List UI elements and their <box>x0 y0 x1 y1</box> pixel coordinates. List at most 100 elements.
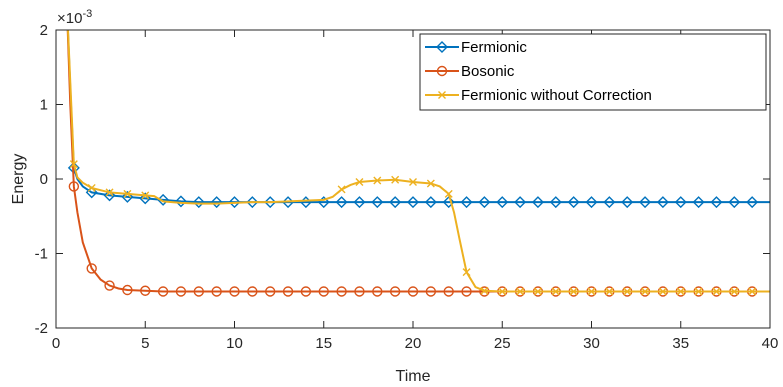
series-1-marker-14 <box>318 286 329 297</box>
series-1-marker-15 <box>336 286 347 297</box>
series-2-marker-19 <box>587 287 596 296</box>
legend: Fermionic Bosonic Fermionic without Correc… <box>419 33 767 111</box>
legend-label-1: Bosonic <box>461 63 515 80</box>
series-0-marker-9 <box>228 196 241 209</box>
series-2-marker-13 <box>480 286 489 295</box>
series-0-marker-36 <box>710 196 723 209</box>
series-line-2 <box>67 30 770 293</box>
legend-label-2: Fermionic without Correction <box>461 87 652 104</box>
series-2-marker-26 <box>712 287 721 296</box>
series-0-marker-11 <box>264 196 277 209</box>
series-1-marker-20 <box>425 286 437 297</box>
series-1-marker-18 <box>389 286 401 297</box>
series-1-marker-8 <box>211 286 222 297</box>
series-1-marker-9 <box>229 286 240 297</box>
series-0-marker-37 <box>728 196 741 209</box>
series-2-marker-22 <box>641 287 650 296</box>
series-0-marker-24 <box>496 196 509 209</box>
series-2-marker-17 <box>551 287 560 296</box>
series-1-marker-16 <box>354 286 365 297</box>
series-2-marker-10 <box>426 179 435 188</box>
series-0-marker-7 <box>192 196 205 209</box>
series-0-marker-3 <box>121 190 134 203</box>
series-line-1 <box>66 30 770 293</box>
series-2-marker-2 <box>105 188 114 197</box>
y-tick-label-2: 0 <box>40 171 48 188</box>
series-2-marker-5 <box>337 185 346 194</box>
series-2-marker-20 <box>605 287 614 296</box>
series-2-marker-1 <box>87 183 96 192</box>
x-axis-label: Time <box>396 368 431 385</box>
series-2-marker-0 <box>69 160 78 169</box>
series-1-marker-19 <box>407 286 419 297</box>
y-tick-label-4: 2 <box>40 22 48 39</box>
series-1-marker-11 <box>265 286 276 297</box>
x-tick-label-2: 10 <box>226 335 243 352</box>
series-0-marker-31 <box>621 196 634 209</box>
series-layer <box>66 30 770 297</box>
series-2-marker-3 <box>123 189 132 198</box>
x-tick-label-1: 5 <box>141 335 149 352</box>
y-tick-label-3: 1 <box>40 97 48 114</box>
x-tick-label-6: 30 <box>583 335 600 352</box>
series-0-marker-28 <box>567 196 580 209</box>
series-0-marker-34 <box>674 196 687 209</box>
series-0-marker-33 <box>656 196 669 209</box>
legend-box <box>419 33 767 111</box>
series-0-marker-23 <box>478 196 491 209</box>
series-1-marker-13 <box>300 286 312 297</box>
series-2-marker-21 <box>623 287 632 296</box>
series-2-marker-4 <box>141 191 150 200</box>
legend-marker-1 <box>436 65 448 77</box>
series-2-marker-23 <box>658 287 667 296</box>
series-2-marker-9 <box>409 177 417 186</box>
series-2-marker-14 <box>498 287 507 296</box>
x-tick-label-5: 25 <box>494 335 511 352</box>
series-1-marker-4 <box>140 285 151 296</box>
series-1-marker-2 <box>104 280 115 291</box>
series-1-marker-1 <box>86 263 97 274</box>
legend-label-0: Fermionic <box>461 39 527 56</box>
series-0-marker-27 <box>549 196 562 209</box>
legend-marker-0 <box>436 41 448 53</box>
series-0-marker-2 <box>103 189 116 202</box>
series-2-marker-6 <box>355 177 364 186</box>
y-axis-label: Energy <box>10 154 27 205</box>
series-0-marker-8 <box>210 196 223 209</box>
x-tick-label-4: 20 <box>405 335 422 352</box>
series-1-marker-6 <box>175 286 187 297</box>
series-0-marker-10 <box>246 196 259 209</box>
series-0-marker-20 <box>424 196 437 209</box>
series-1-marker-0 <box>68 181 80 192</box>
series-0-marker-17 <box>371 196 384 209</box>
series-1-marker-17 <box>372 286 383 297</box>
series-1-marker-22 <box>461 286 472 297</box>
series-0-marker-32 <box>639 196 652 209</box>
series-0-marker-29 <box>585 196 598 209</box>
series-2-marker-8 <box>391 175 400 184</box>
series-1-marker-7 <box>193 286 205 297</box>
series-0-marker-21 <box>442 196 455 209</box>
series-0-marker-30 <box>603 196 616 209</box>
series-0-marker-18 <box>389 196 402 209</box>
series-0-marker-25 <box>514 196 527 209</box>
y-exponent-label: ×10-3 <box>57 8 92 27</box>
series-2-marker-7 <box>373 176 382 185</box>
series-0-marker-22 <box>460 196 473 209</box>
series-1-marker-10 <box>247 286 258 297</box>
x-axis: 0 5 10 15 20 25 30 35 40 <box>52 30 779 352</box>
series-2-marker-15 <box>516 287 525 296</box>
y-tick-label-0: -2 <box>35 320 48 337</box>
series-0-marker-26 <box>531 196 544 209</box>
series-0-marker-19 <box>407 196 419 209</box>
x-tick-label-8: 40 <box>762 335 779 352</box>
series-2-marker-16 <box>533 287 542 296</box>
series-1-marker-3 <box>122 284 133 296</box>
x-tick-label-7: 35 <box>672 335 689 352</box>
series-2 <box>67 30 770 296</box>
series-2-marker-28 <box>748 287 757 296</box>
series-0-marker-38 <box>746 196 759 209</box>
series-0-marker-4 <box>139 192 152 205</box>
x-tick-label-0: 0 <box>52 335 60 352</box>
